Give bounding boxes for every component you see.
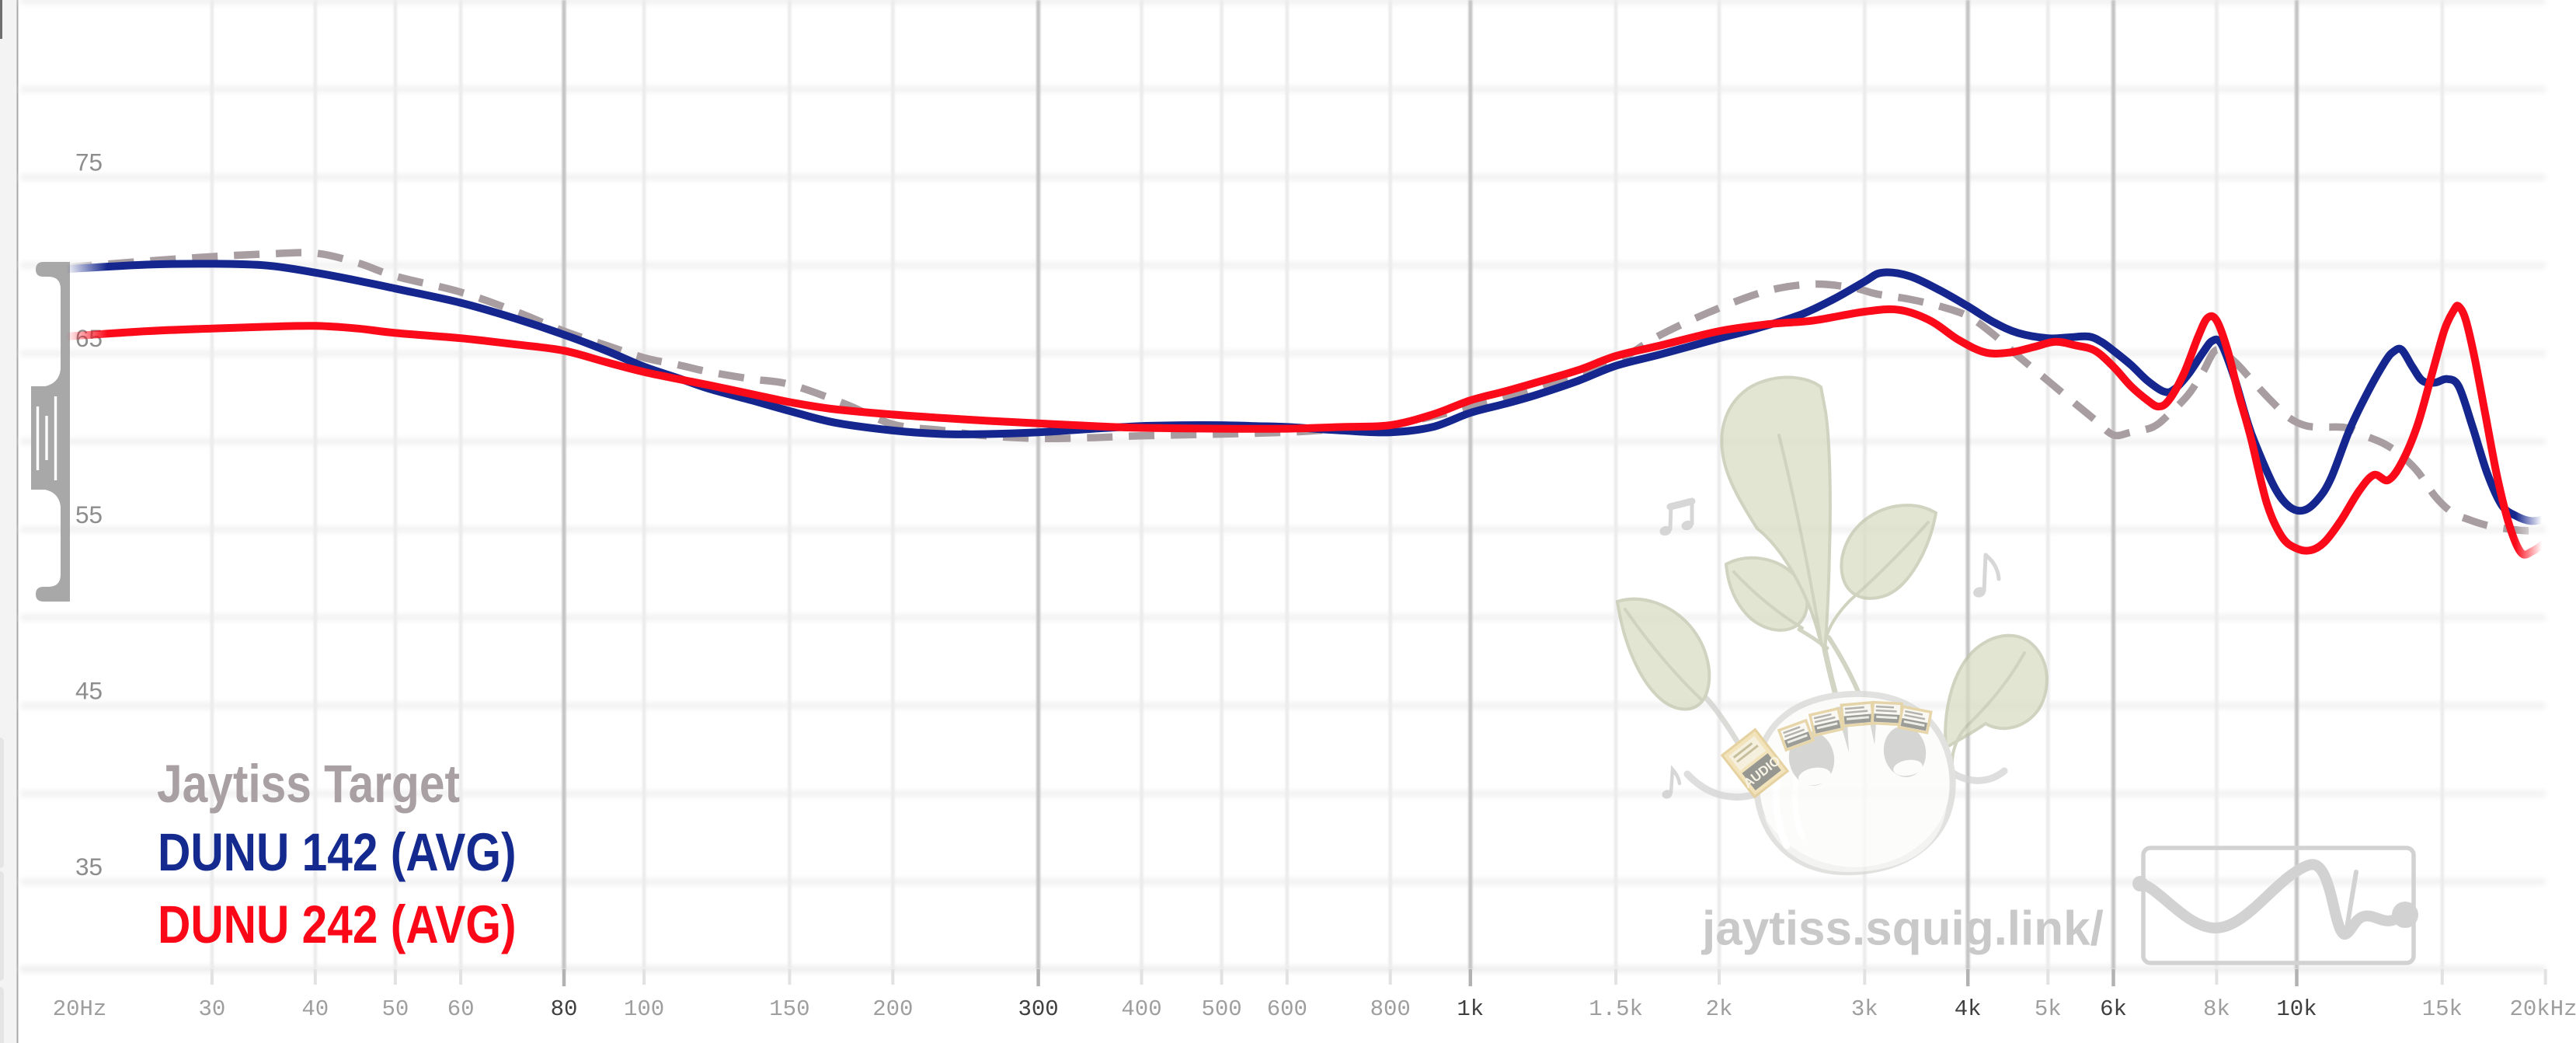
svg-text:600: 600 [1267, 996, 1307, 1022]
svg-text:2k: 2k [1706, 996, 1733, 1022]
svg-text:4k: 4k [1955, 996, 1982, 1022]
svg-text:75: 75 [75, 148, 103, 176]
svg-text:1k: 1k [1457, 996, 1484, 1022]
svg-text:50: 50 [381, 996, 409, 1022]
svg-text:45: 45 [75, 676, 103, 704]
svg-text:DUNU 242 (AVG): DUNU 242 (AVG) [158, 895, 517, 955]
svg-text:35: 35 [75, 853, 103, 881]
svg-text:800: 800 [1370, 996, 1411, 1022]
svg-text:500: 500 [1201, 996, 1241, 1022]
svg-text:5k: 5k [2035, 996, 2062, 1022]
svg-text:20kHz: 20kHz [2509, 996, 2576, 1022]
svg-text:3k: 3k [1851, 996, 1878, 1022]
svg-text:15k: 15k [2422, 996, 2463, 1022]
svg-text:jaytiss.squig.link/: jaytiss.squig.link/ [1701, 902, 2104, 956]
svg-text:300: 300 [1018, 996, 1058, 1022]
svg-text:55: 55 [75, 501, 103, 528]
svg-text:6k: 6k [2100, 996, 2127, 1022]
svg-text:80: 80 [551, 996, 578, 1022]
svg-text:DUNU 142 (AVG): DUNU 142 (AVG) [158, 822, 517, 883]
svg-text:100: 100 [624, 996, 664, 1022]
svg-text:8k: 8k [2203, 996, 2230, 1022]
svg-text:200: 200 [872, 996, 913, 1022]
svg-text:60: 60 [447, 996, 475, 1022]
svg-text:400: 400 [1121, 996, 1161, 1022]
svg-text:10k: 10k [2276, 996, 2317, 1022]
svg-text:20Hz: 20Hz [53, 996, 107, 1022]
svg-text:30: 30 [198, 996, 225, 1022]
svg-text:Jaytiss Target: Jaytiss Target [157, 754, 460, 815]
svg-text:40: 40 [301, 996, 329, 1022]
svg-text:1.5k: 1.5k [1589, 996, 1643, 1022]
svg-text:150: 150 [769, 996, 809, 1022]
